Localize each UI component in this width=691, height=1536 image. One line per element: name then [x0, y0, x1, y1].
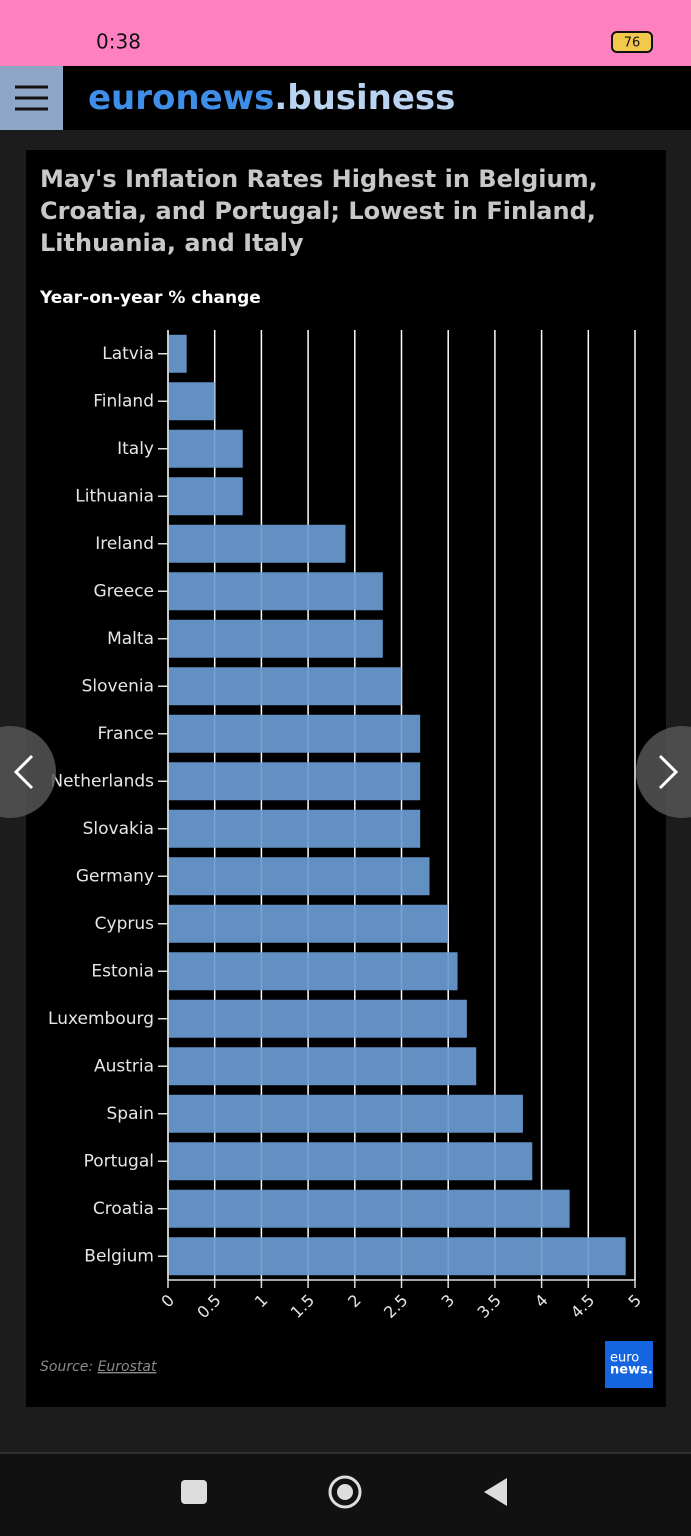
bar	[168, 1189, 570, 1228]
bar	[168, 572, 383, 611]
chart: May's Inflation Rates Highest in Belgium…	[39, 165, 653, 1388]
y-tick-label: Estonia	[91, 961, 154, 981]
bar	[168, 524, 346, 563]
next-button[interactable]	[636, 726, 691, 818]
bar	[168, 1094, 523, 1133]
bar	[168, 429, 243, 468]
prev-chevron	[13, 754, 34, 790]
battery-icon	[611, 31, 653, 53]
bar	[168, 334, 187, 373]
y-tick-label: Ireland	[95, 534, 154, 554]
brand-euronews: euronews	[88, 78, 274, 118]
y-tick-label: Italy	[117, 439, 154, 459]
brand-business: .business	[274, 78, 455, 118]
source-label: Source:	[40, 1359, 93, 1375]
bar	[168, 667, 402, 706]
y-tick-label: Lithuania	[75, 486, 154, 506]
y-tick-label: Belgium	[84, 1246, 154, 1266]
y-tick-label: Croatia	[93, 1199, 154, 1219]
y-tick-label: Latvia	[102, 344, 154, 364]
y-tick-label: Slovenia	[82, 676, 154, 696]
bar	[168, 1047, 477, 1086]
menu-icon	[15, 85, 48, 111]
chart-title: Lithuania, and Italy	[40, 229, 304, 257]
bar	[168, 904, 449, 943]
nav-home[interactable]	[328, 1475, 362, 1509]
y-tick-label: Slovakia	[83, 819, 154, 839]
logo-text: euro	[610, 1351, 639, 1366]
logo-box	[605, 1341, 653, 1388]
y-tick-label: Portugal	[84, 1151, 154, 1171]
bar	[168, 382, 215, 421]
y-tick-label: Austria	[94, 1056, 154, 1076]
source-link[interactable]: Eurostat	[98, 1359, 157, 1375]
bar	[168, 762, 421, 801]
y-tick-label: Germany	[76, 866, 154, 886]
bar	[168, 952, 458, 991]
y-tick-label: Greece	[93, 581, 154, 601]
battery-level: 76	[624, 36, 641, 51]
brand[interactable]: euronews.business	[88, 78, 455, 118]
status-time: 0:38	[96, 30, 141, 54]
bar	[168, 619, 383, 658]
source: Source: Eurostat	[40, 1359, 157, 1375]
prev-circle	[0, 726, 56, 818]
y-tick-label: Finland	[93, 391, 154, 411]
nav-home-dot	[337, 1484, 353, 1500]
logo-text: news.	[610, 1363, 653, 1378]
y-tick-label: Spain	[107, 1104, 155, 1124]
status-bar	[0, 0, 691, 66]
bar	[168, 714, 421, 753]
bar	[168, 809, 421, 848]
nav-recents[interactable]	[181, 1480, 207, 1504]
chart-title: Croatia, and Portugal; Lowest in Finland…	[40, 197, 596, 225]
bar	[168, 857, 430, 896]
next-circle	[636, 726, 691, 818]
app-header	[0, 66, 691, 130]
y-tick-label: France	[97, 724, 154, 744]
y-tick-label: Luxembourg	[48, 1009, 154, 1029]
prev-button[interactable]	[0, 726, 56, 818]
y-tick-label: Cyprus	[95, 914, 154, 934]
y-tick-label: Malta	[107, 629, 154, 649]
chart-subtitle: Year-on-year % change	[39, 288, 261, 308]
bar	[168, 477, 243, 516]
bar	[168, 999, 467, 1038]
bar	[168, 1142, 533, 1181]
nav-back[interactable]	[484, 1478, 507, 1506]
bar	[168, 1237, 626, 1276]
y-tick-label: Netherlands	[50, 771, 154, 791]
chart-title: May's Inflation Rates Highest in Belgium…	[40, 165, 598, 193]
next-chevron	[658, 754, 679, 790]
